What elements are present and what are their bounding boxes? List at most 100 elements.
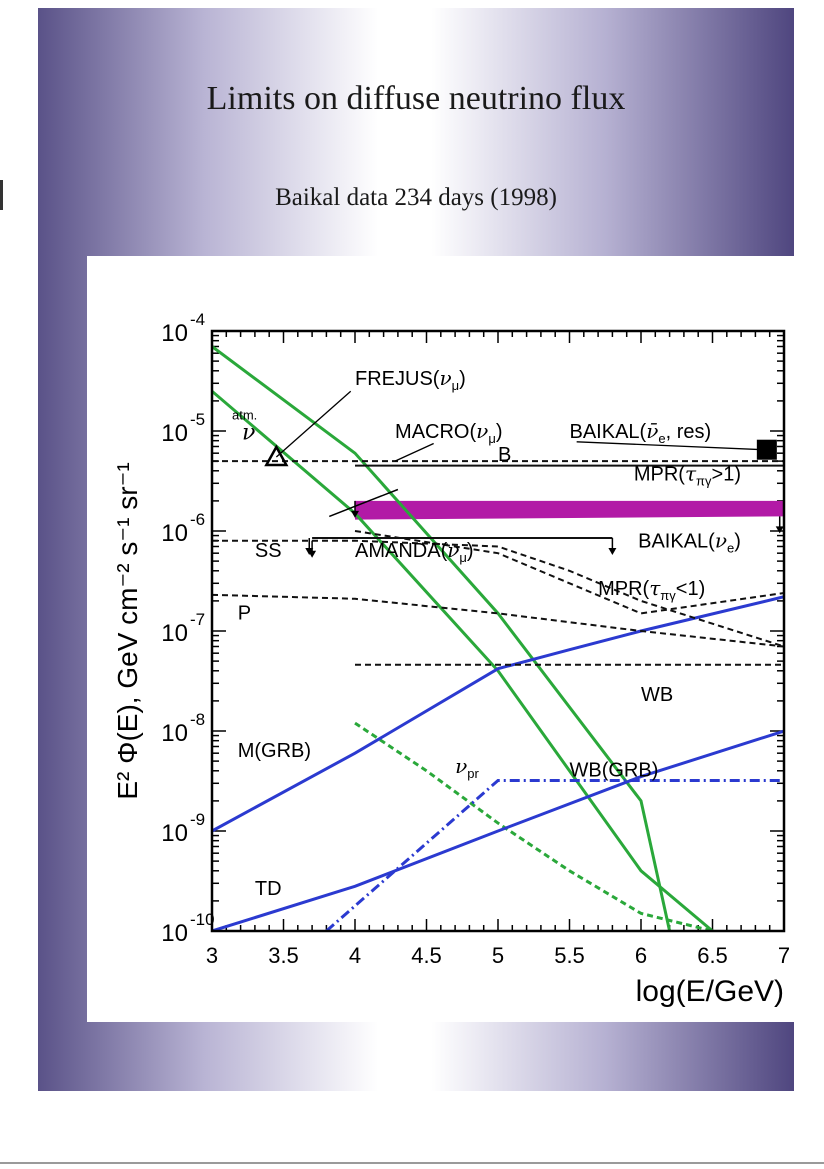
label-greek: ν bbox=[455, 754, 467, 778]
label-subscript: pr bbox=[467, 766, 479, 781]
y-tick-label: 10 bbox=[161, 420, 188, 447]
plot-area bbox=[212, 345, 784, 931]
label-baikal-res: BAIKAL(ν̄e, res) bbox=[570, 419, 712, 446]
label-atm: atm. ν bbox=[232, 408, 257, 446]
label-amanda: AMANDA(νμ) bbox=[355, 538, 474, 565]
label-greek: ν bbox=[715, 529, 727, 553]
label-subscript: πγ bbox=[696, 473, 712, 488]
label-macro: MACRO(νμ) bbox=[395, 419, 502, 446]
chart-panel: 3 3.5 4 4.5 5 5.5 6 6.5 7 10 -4 10 -5 10 -6 10 -7 10 -8 10-… bbox=[87, 256, 824, 1022]
x-tick-label: 4.5 bbox=[411, 943, 442, 968]
label-baikal-nue: BAIKAL(νe) bbox=[638, 529, 741, 556]
label-p: P bbox=[238, 603, 251, 625]
y-tick-label: 10 bbox=[161, 520, 188, 547]
label-text: WB bbox=[641, 684, 673, 706]
label-tail: , res) bbox=[666, 421, 712, 443]
series-p bbox=[212, 593, 784, 648]
marker-baikal-e-res bbox=[756, 439, 777, 460]
y-tick-exponent: -9 bbox=[190, 810, 205, 829]
label-td: TD bbox=[255, 878, 282, 900]
label-ss: SS bbox=[255, 540, 282, 562]
label-text: WB(GRB) bbox=[570, 760, 659, 782]
y-tick-exponent: -7 bbox=[190, 610, 205, 629]
series-pr bbox=[354, 721, 713, 931]
label-text: SS bbox=[255, 540, 282, 562]
series-m-grb bbox=[212, 595, 784, 833]
y-tick-exponent: -5 bbox=[190, 410, 205, 429]
label-greek: ν̄ bbox=[646, 419, 658, 443]
label-tail: ) bbox=[459, 368, 466, 390]
label-frejus: FREJUS(νμ) bbox=[355, 366, 466, 393]
flux-chart: 3 3.5 4 4.5 5 5.5 6 6.5 710-410-510-610-710-810-… bbox=[112, 310, 790, 1008]
y-tick-label: 10 bbox=[161, 820, 188, 847]
series-mpr-1 bbox=[354, 530, 784, 615]
x-tick-label: 6.5 bbox=[697, 943, 728, 968]
series-td bbox=[212, 729, 784, 931]
label-subscript: πγ bbox=[660, 588, 676, 603]
x-tick-label: 3 bbox=[206, 943, 218, 968]
x-axis-label: log(E/GeV) bbox=[636, 975, 784, 1008]
x-tick-label: 7 bbox=[778, 943, 790, 968]
y-tick-label: 10 bbox=[161, 620, 188, 647]
series-atm-upper bbox=[212, 345, 672, 931]
label-subscript: μ bbox=[452, 378, 460, 393]
label-text: AMANDA( bbox=[355, 540, 448, 562]
baikal-res-leader bbox=[576, 441, 765, 451]
plot-frame bbox=[210, 329, 786, 933]
label-subscript: μ bbox=[488, 431, 496, 446]
label-mpr-gt: MPR(τπγ>1) bbox=[634, 461, 741, 488]
x-tick-label: 6 bbox=[635, 943, 647, 968]
y-tick-exponent: -6 bbox=[190, 510, 205, 529]
label-vpr: νpr bbox=[455, 754, 479, 781]
label-text: BAIKAL( bbox=[570, 421, 647, 443]
macro-bracket bbox=[328, 488, 399, 518]
y-tick-label: 10 bbox=[161, 720, 188, 747]
label-b: B bbox=[498, 444, 511, 466]
label-wbgrb: WB(GRB) bbox=[570, 760, 659, 782]
label-text: MACRO( bbox=[395, 421, 476, 443]
scan-edge-mark bbox=[0, 180, 3, 210]
limit-arrow-head bbox=[608, 548, 617, 556]
y-tick-exponent: -4 bbox=[190, 310, 205, 329]
y-tick-label: 10 bbox=[161, 320, 188, 347]
label-atm-nu: ν bbox=[242, 421, 255, 446]
label-subscript: e bbox=[727, 541, 734, 556]
series-wb-grb bbox=[325, 778, 784, 931]
label-greek: ν bbox=[476, 419, 488, 443]
label-greek: τ bbox=[685, 461, 697, 485]
series-ss bbox=[212, 539, 784, 648]
slide-background: Limits on diffuse neutrino flux Baikal d… bbox=[38, 8, 824, 1091]
label-subscript: e bbox=[658, 431, 665, 446]
label-tail: >1) bbox=[712, 463, 741, 485]
y-axis-label: E² Φ(E), GeV cm⁻² s⁻¹ sr⁻¹ bbox=[112, 462, 143, 799]
label-subscript: μ bbox=[459, 550, 467, 565]
x-tick-label: 5 bbox=[492, 943, 504, 968]
label-text: TD bbox=[255, 878, 282, 900]
slide-title: Limits on diffuse neutrino flux bbox=[206, 80, 626, 117]
label-tail: ) bbox=[467, 540, 474, 562]
y-tick-label: 10 bbox=[161, 920, 188, 947]
label-text: MPR( bbox=[634, 463, 685, 485]
limit-arrow-head bbox=[308, 550, 317, 558]
label-greek: ν bbox=[447, 538, 459, 562]
label-text: BAIKAL( bbox=[638, 531, 715, 553]
y-tick-exponent: -8 bbox=[190, 710, 205, 729]
marker-frejus bbox=[264, 444, 289, 467]
limit-arrow-head bbox=[351, 510, 359, 518]
limit-arrow-head bbox=[775, 526, 784, 534]
label-greek: ν bbox=[439, 366, 451, 390]
band-baikal-e bbox=[355, 500, 784, 520]
x-tick-label: 4 bbox=[349, 943, 361, 968]
slide-subtitle: Baikal data 234 days (1998) bbox=[275, 184, 557, 211]
label-greek: τ bbox=[649, 576, 661, 600]
label-text: P bbox=[238, 603, 251, 625]
macro-leader bbox=[394, 442, 434, 462]
x-tick-label: 5.5 bbox=[554, 943, 585, 968]
label-mpr-lt: MPR(τπγ<1) bbox=[598, 576, 705, 603]
label-tail: ) bbox=[496, 421, 503, 443]
x-tick-label: 3.5 bbox=[268, 943, 299, 968]
series-atm-lower bbox=[212, 390, 714, 931]
label-text: B bbox=[498, 444, 511, 466]
label-text: M(GRB) bbox=[238, 740, 311, 762]
y-tick-exponent: -10 bbox=[190, 910, 215, 929]
